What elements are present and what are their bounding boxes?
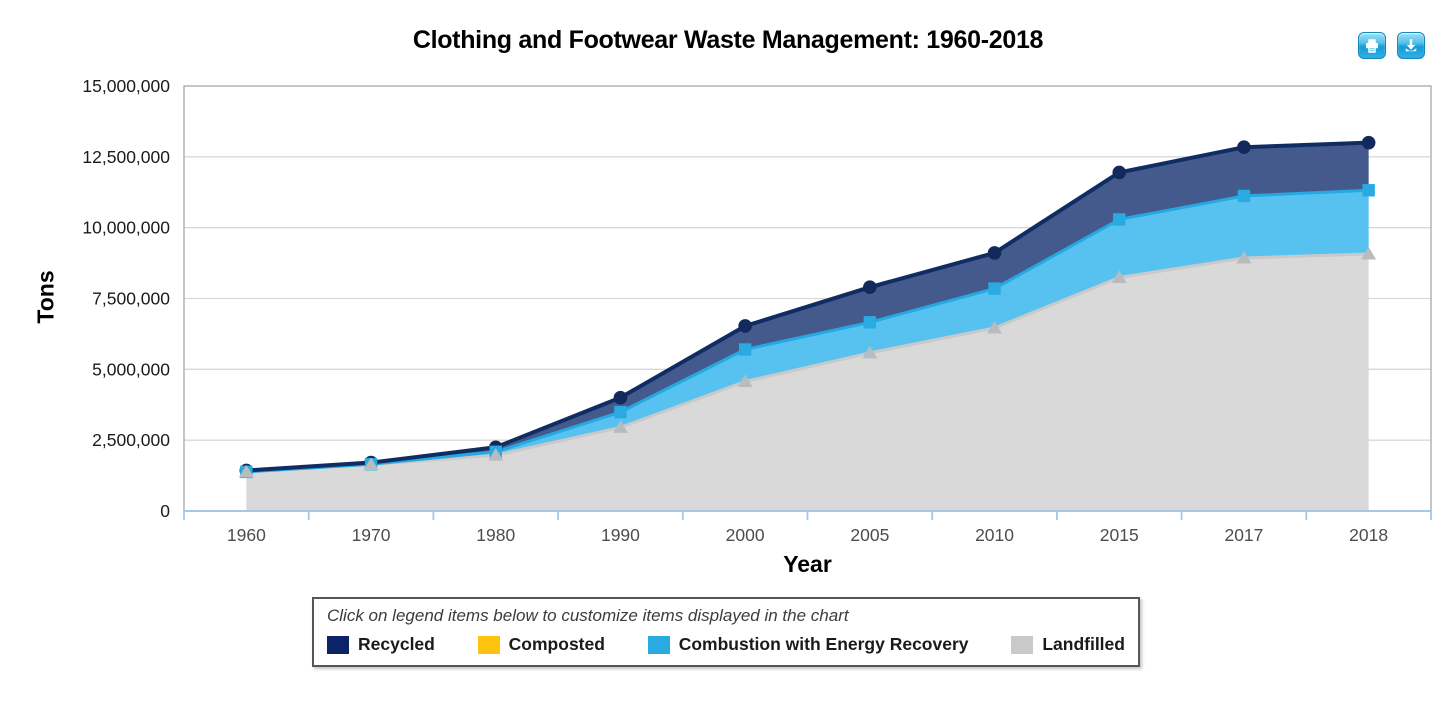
legend-box: Click on legend items below to customize… bbox=[312, 597, 1140, 667]
line-recycled bbox=[246, 140, 1369, 473]
x-tick-label: 1990 bbox=[601, 525, 640, 545]
marker-combustion-with-energy-recovery bbox=[988, 282, 1001, 295]
y-axis-title: Tons bbox=[32, 270, 59, 324]
marker-landfilled bbox=[1236, 250, 1252, 264]
y-tick-label: 5,000,000 bbox=[92, 359, 170, 379]
x-axis bbox=[183, 510, 1432, 520]
marker-combustion-with-energy-recovery bbox=[1237, 189, 1251, 203]
marker-combustion-with-energy-recovery bbox=[863, 316, 877, 329]
print-button[interactable] bbox=[1358, 32, 1386, 59]
y-tick-label: 2,500,000 bbox=[92, 430, 170, 450]
chart-title: Clothing and Footwear Waste Management: … bbox=[412, 26, 1044, 54]
boundary-lines bbox=[246, 140, 1369, 474]
stacked-area-chart: 0 2,500,000 5,000,000 7,500,000 10,000,000 12… bbox=[82, 76, 1432, 545]
y-tick-label: 7,500,000 bbox=[92, 289, 170, 309]
area-combustion-with-energy-recovery bbox=[246, 190, 1369, 472]
y-tick-label: 15,000,000 bbox=[82, 76, 170, 96]
y-tick-labels: 0 2,500,000 5,000,000 7,500,000 10,000,000 12… bbox=[82, 76, 170, 521]
legend-hint: Click on legend items below to customize… bbox=[327, 606, 849, 625]
legend-item-landfilled[interactable]: Landfilled bbox=[1011, 634, 1125, 655]
x-tick-label: 2005 bbox=[850, 525, 889, 545]
x-tick-label: 1960 bbox=[227, 525, 266, 545]
marker-combustion-with-energy-recovery bbox=[738, 343, 752, 356]
x-tick-label: 2000 bbox=[726, 525, 765, 545]
legend-item-recycled[interactable]: Recycled bbox=[327, 634, 435, 655]
marker-landfilled bbox=[363, 457, 379, 471]
marker-recycled bbox=[987, 246, 1002, 260]
y-tick-label: 12,500,000 bbox=[82, 147, 170, 167]
marker-landfilled bbox=[1361, 247, 1377, 260]
x-tick-label: 2018 bbox=[1349, 525, 1388, 545]
x-tick-label: 1970 bbox=[352, 525, 391, 545]
composted-swatch bbox=[477, 635, 500, 654]
x-tick-label: 1980 bbox=[476, 525, 515, 545]
legend-item-composted[interactable]: Composted bbox=[477, 634, 605, 655]
marker-landfilled bbox=[1111, 270, 1127, 284]
marker-landfilled bbox=[612, 420, 628, 433]
legend-items: Recycled Composted Combustion with Energy … bbox=[327, 634, 1125, 655]
marker-recycled bbox=[1112, 165, 1127, 180]
marker-recycled bbox=[1237, 140, 1251, 154]
data-markers bbox=[238, 135, 1377, 479]
marker-combustion-with-energy-recovery bbox=[614, 405, 627, 419]
marker-combustion-with-energy-recovery bbox=[1113, 213, 1126, 226]
marker-landfilled bbox=[488, 448, 504, 461]
marker-landfilled bbox=[862, 345, 878, 359]
y-tick-label: 0 bbox=[160, 501, 170, 521]
legend-label-landfilled: Landfilled bbox=[1042, 634, 1125, 654]
marker-landfilled bbox=[238, 464, 254, 478]
legend-label-composted: Composted bbox=[508, 634, 605, 654]
area-landfilled bbox=[246, 254, 1369, 511]
recycled-swatch bbox=[327, 635, 349, 654]
marker-recycled bbox=[863, 280, 877, 294]
marker-recycled bbox=[1361, 135, 1376, 150]
x-tick-label: 2017 bbox=[1224, 525, 1263, 545]
x-tick-label: 2015 bbox=[1100, 525, 1139, 545]
legend-label-recycled: Recycled bbox=[358, 634, 435, 654]
print-icon bbox=[1363, 37, 1381, 55]
x-tick-label: 2010 bbox=[975, 525, 1014, 545]
marker-recycled bbox=[613, 390, 628, 405]
line-landfilled bbox=[246, 252, 1369, 474]
landfilled-swatch bbox=[1011, 635, 1034, 654]
legend-label-combustion-with-energy-recovery: Combustion with Energy Recovery bbox=[678, 634, 969, 654]
marker-landfilled bbox=[987, 320, 1003, 334]
legend-item-combustion-with-energy-recovery[interactable]: Combustion with Energy Recovery bbox=[647, 634, 969, 655]
combustion-with-energy-recovery-swatch bbox=[647, 635, 670, 654]
download-button[interactable] bbox=[1397, 32, 1425, 59]
marker-combustion-with-energy-recovery bbox=[1362, 184, 1375, 197]
download-icon bbox=[1402, 37, 1420, 55]
toolbar bbox=[1358, 32, 1425, 59]
x-tick-labels: 1960 1970 1980 1990 2000 2005 2010 2015 2017 2018 bbox=[227, 525, 1388, 545]
marker-landfilled bbox=[737, 374, 753, 388]
line-combustion-with-energy-recovery bbox=[246, 188, 1369, 474]
x-axis-title: Year bbox=[783, 551, 832, 577]
y-tick-label: 10,000,000 bbox=[82, 218, 170, 238]
marker-recycled bbox=[738, 319, 752, 333]
